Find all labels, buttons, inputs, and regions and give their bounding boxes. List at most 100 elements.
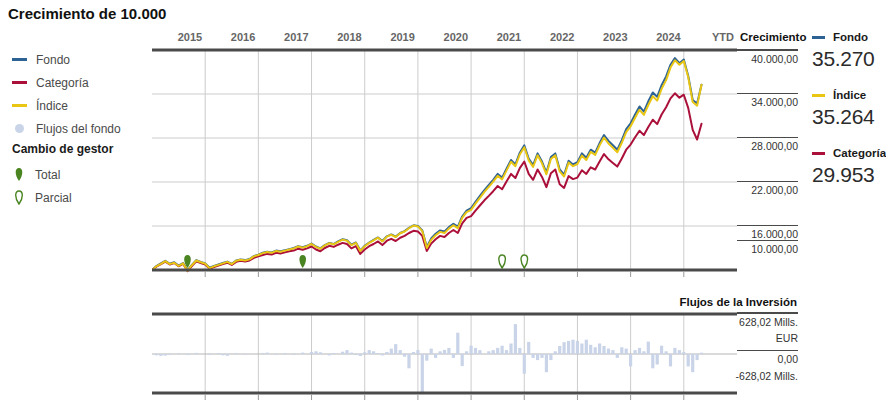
flow-bar [660, 346, 663, 354]
summary-label: Índice [833, 89, 866, 101]
manager-change-pin-icon [13, 167, 25, 182]
flow-bar [678, 350, 681, 354]
growth-axis-tick: 34.000,00 [737, 93, 798, 108]
growth-axis-tick-label: 40.000,00 [737, 51, 798, 65]
flow-bar [266, 353, 269, 354]
flow-bar [647, 342, 650, 354]
flows-zero-tick [737, 350, 798, 351]
legend-item-indice[interactable]: Índice [12, 94, 121, 117]
legend-item-categoria[interactable]: Categoría [12, 71, 121, 94]
flow-bar [687, 354, 690, 366]
flow-bar [625, 349, 628, 354]
flow-bar [651, 354, 654, 368]
flow-bar [665, 351, 668, 354]
flow-bar [700, 353, 703, 354]
growth-axis-tick-label: 10.000,00 [737, 241, 798, 255]
flow-bar [208, 354, 211, 355]
flow-bar [385, 352, 388, 354]
flow-bar [598, 344, 601, 355]
legend-item-label: Fondo [36, 53, 70, 67]
flow-bar [478, 350, 481, 354]
flow-bar [217, 353, 220, 354]
summary-label: Fondo [833, 31, 868, 43]
flow-bar [492, 350, 495, 354]
growth-axis-tick: 28.000,00 [737, 137, 798, 152]
growth-axis-tick: 40.000,00 [737, 49, 798, 65]
flow-bar [332, 353, 335, 354]
x-axis-label-2015: 2015 [152, 31, 205, 43]
summary-label: Categoría [833, 147, 886, 159]
flow-bar [416, 350, 419, 354]
flow-bar [403, 354, 406, 357]
manager-change-item-parcial: Parcial [12, 186, 113, 209]
series-dash-icon [12, 104, 27, 107]
flow-bar [235, 353, 238, 354]
flow-bar [226, 354, 229, 356]
growth-axis-tick-label: 22.000,00 [737, 182, 798, 196]
series-legend: Fondo Categoría Índice Flujos del fondo [12, 48, 121, 140]
legend-item-fondo[interactable]: Fondo [12, 48, 121, 71]
flows-dot-icon [15, 124, 24, 133]
growth-axis-tick: 22.000,00 [737, 181, 798, 196]
flow-bar [354, 354, 357, 355]
summary-indice: Índice35.264 [812, 89, 884, 129]
flow-bar [363, 352, 366, 354]
flow-bar [447, 348, 450, 354]
flow-bar [656, 354, 659, 365]
x-axis-label-2023: 2023 [577, 31, 630, 43]
x-axis-label-2022: 2022 [524, 31, 577, 43]
flow-bar [487, 351, 490, 354]
flows-chart[interactable] [152, 312, 737, 404]
summary-value: 35.270 [812, 47, 884, 71]
growth-chart[interactable] [152, 48, 737, 282]
flow-bar [159, 354, 162, 356]
flow-bar [350, 353, 353, 354]
flow-bar [470, 346, 473, 354]
flow-bar [669, 354, 672, 366]
flow-bar [558, 346, 561, 354]
flow-bar [532, 354, 535, 358]
flow-bar [696, 354, 699, 360]
flow-bar [501, 346, 504, 354]
flow-bar [523, 354, 526, 374]
flow-bar [567, 341, 570, 354]
flow-bar [611, 350, 614, 354]
flow-bar [368, 350, 371, 354]
manager-change-item-total: Total [12, 163, 113, 186]
flow-bar [310, 352, 313, 354]
flow-bar [168, 354, 171, 355]
flow-bar [341, 352, 344, 354]
flow-bar [682, 352, 685, 354]
legend-item-label: Índice [36, 99, 68, 113]
series-line-indice [152, 60, 702, 270]
manager-change-item-label: Parcial [35, 191, 72, 205]
manager-change-pin-parcial [521, 255, 528, 268]
growth-axis-tick-label: 34.000,00 [737, 94, 798, 108]
x-axis-label-2017: 2017 [258, 31, 311, 43]
page-title: Crecimiento de 10.000 [8, 5, 166, 22]
flow-bar [571, 340, 574, 354]
flow-bar [439, 351, 442, 354]
flow-bar [443, 350, 446, 354]
flow-bar [549, 354, 552, 360]
series-dash-icon [12, 81, 27, 84]
flow-bar [425, 354, 428, 361]
flow-bar [505, 350, 508, 354]
flow-bar [634, 350, 637, 354]
growth-axis-tick: 16.000,00 [737, 225, 798, 240]
flow-bar [314, 351, 317, 354]
flow-bar [527, 342, 530, 354]
legend-item-flujos-del-fondo[interactable]: Flujos del fondo [12, 117, 121, 140]
flow-bar [275, 354, 278, 355]
flow-bar [195, 353, 198, 354]
series-dash-icon [812, 152, 825, 155]
flow-bar [452, 354, 455, 358]
flow-bar [673, 348, 676, 354]
flow-bar [514, 324, 517, 354]
flow-bar [261, 353, 264, 354]
manager-change-heading: Cambio de gestor [12, 142, 113, 156]
flow-bar [518, 348, 521, 354]
x-axis-label-ytd: YTD [684, 31, 737, 43]
summary-value: 29.953 [812, 163, 884, 187]
flows-header-underline [737, 312, 798, 314]
